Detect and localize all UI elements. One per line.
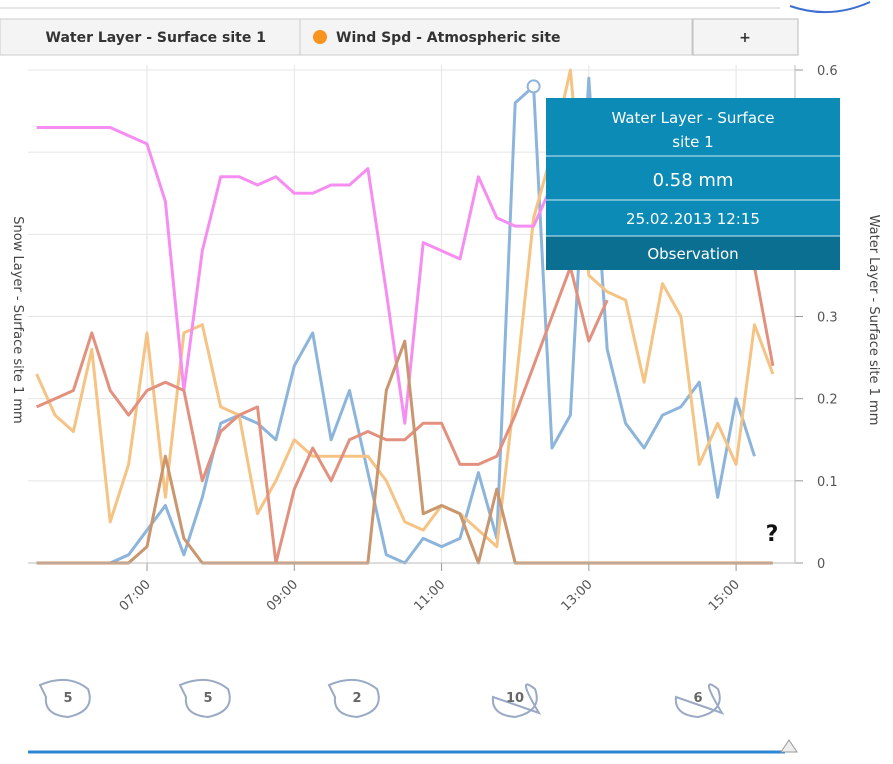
hover-marker xyxy=(526,79,541,94)
nav-label: 10 xyxy=(506,691,524,706)
tab-label: + xyxy=(739,30,751,46)
nav-shape xyxy=(674,683,725,719)
x-tick-label: 07:00 xyxy=(117,577,154,614)
tooltip-title: Water Layer - Surface xyxy=(611,109,774,127)
series-line xyxy=(36,76,756,565)
nav-shape xyxy=(38,678,91,719)
y-axis-label: Water Layer - Surface site 1 mm xyxy=(866,215,881,426)
tab-background xyxy=(299,18,693,56)
nav-label: 2 xyxy=(352,691,361,706)
help-icon[interactable]: ? xyxy=(766,522,779,547)
nav-button[interactable]: 2 xyxy=(327,678,380,719)
nav-shape xyxy=(327,678,380,719)
tab-background xyxy=(0,18,301,56)
x-tick-label: 09:00 xyxy=(264,577,301,614)
nav-button[interactable]: 5 xyxy=(38,678,91,719)
slider-handle[interactable] xyxy=(780,739,798,753)
nav-button[interactable]: 6 xyxy=(674,683,725,719)
tab-dot xyxy=(313,30,327,44)
x-tick-label: 15:00 xyxy=(706,577,743,614)
tab-background xyxy=(692,18,799,56)
logo-arc xyxy=(789,1,871,14)
add-tab[interactable]: + xyxy=(692,18,799,56)
x-tick-label: 13:00 xyxy=(559,577,596,614)
nav-button[interactable]: 10 xyxy=(491,683,542,719)
tooltip: Water Layer - Surface site 1 0.58 mm 25.… xyxy=(546,98,840,270)
tooltip-value: 0.58 mm xyxy=(653,170,734,191)
series-line xyxy=(35,68,775,549)
nav-label: 6 xyxy=(693,691,702,706)
y-axis-label: Snow Layer - Surface site 1 mm xyxy=(10,216,25,423)
x-tick-label: 11:00 xyxy=(411,577,448,614)
tab[interactable]: Wind Spd - Atmospheric site xyxy=(299,18,693,56)
nav-label: 5 xyxy=(63,691,72,706)
nav-button[interactable]: 5 xyxy=(178,678,231,719)
tooltip-kind: Observation xyxy=(647,245,738,263)
nav-shape xyxy=(491,683,542,719)
tab-label: Water Layer - Surface site 1 xyxy=(46,30,266,46)
y-tick-label: 0 xyxy=(817,557,825,572)
nav-shape xyxy=(178,678,231,719)
y-tick-label: 0.3 xyxy=(817,311,838,326)
tab-label: Wind Spd - Atmospheric site xyxy=(336,30,561,46)
nav-label: 5 xyxy=(203,691,212,706)
series-line xyxy=(35,265,775,565)
tab[interactable]: Water Layer - Surface site 1 xyxy=(0,18,301,56)
tooltip-date: 25.02.2013 12:15 xyxy=(626,210,760,228)
y-tick-label: 0.1 xyxy=(817,475,838,490)
tooltip-footer xyxy=(546,236,840,270)
y-tick-label: 0.2 xyxy=(817,393,838,408)
y-tick-label: 0.6 xyxy=(817,64,838,79)
tooltip-title: site 1 xyxy=(672,133,713,151)
series-line xyxy=(36,126,554,425)
